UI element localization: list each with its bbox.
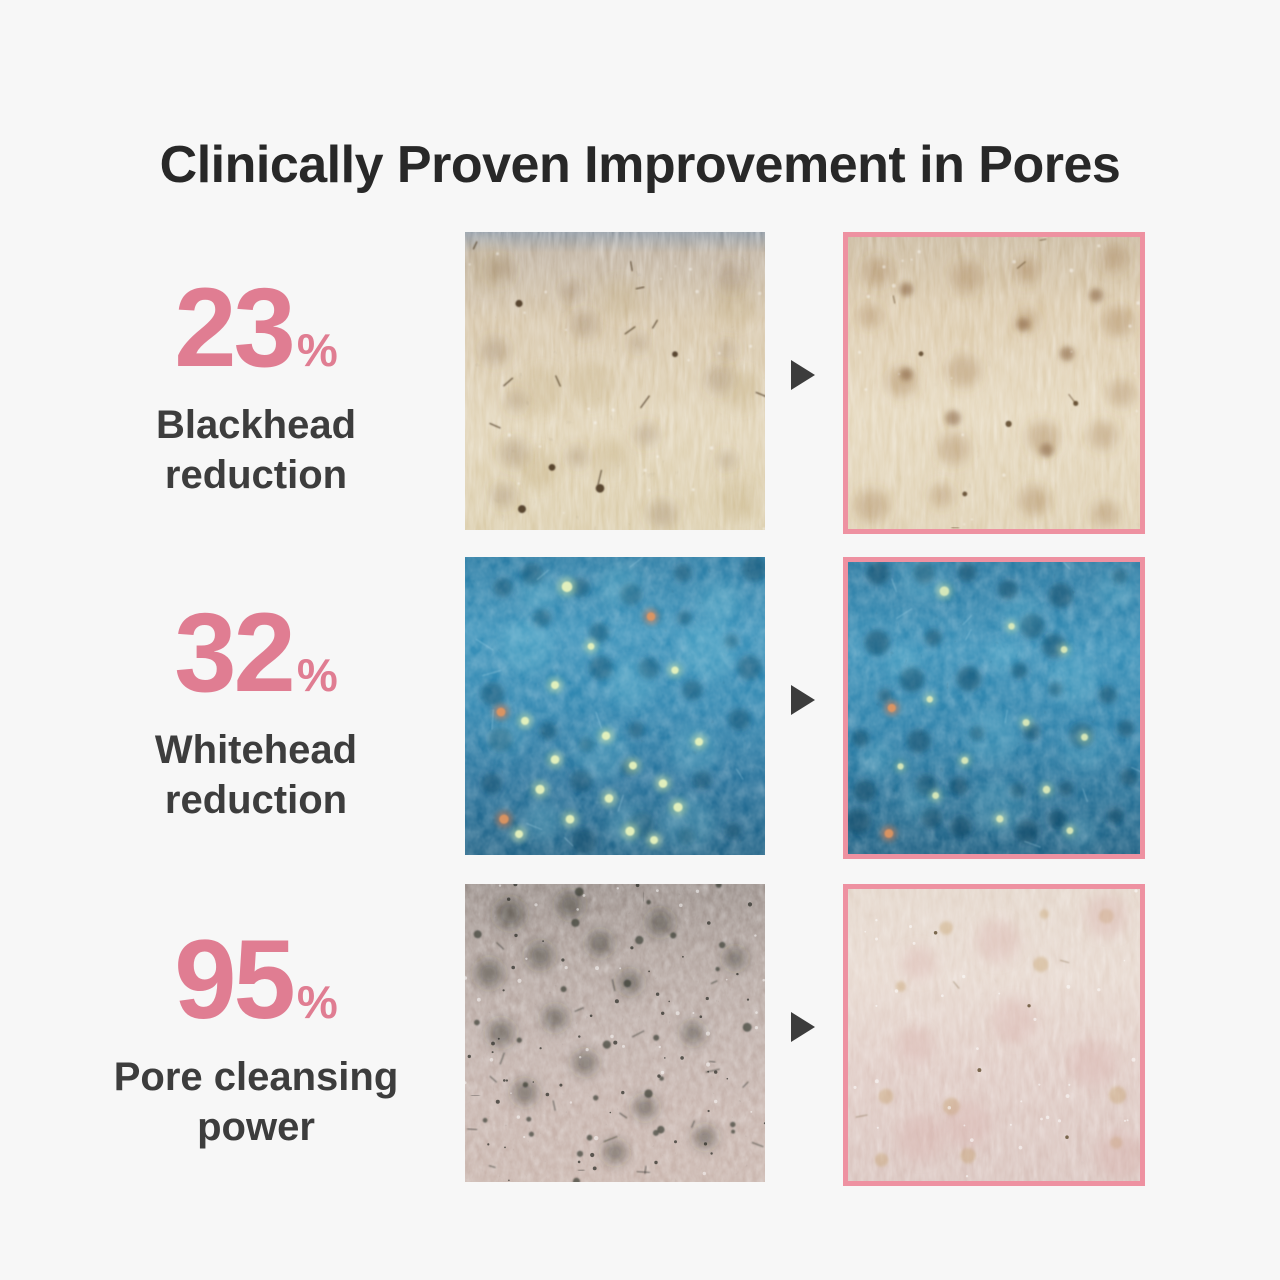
stat-number-text: 95 — [174, 917, 296, 1042]
stat-number-text: 23 — [174, 265, 296, 390]
percent-sign: % — [296, 649, 338, 701]
stat-label-line1: Whitehead — [154, 728, 358, 772]
stat-value: 23% — [60, 272, 452, 384]
stat-label-line2: reduction — [164, 453, 348, 497]
percent-sign: % — [296, 324, 338, 376]
after-photo — [843, 232, 1145, 534]
stat-label-line2: reduction — [164, 778, 348, 822]
comparison-row-blackhead: 23% Blackhead reduction — [0, 232, 1280, 534]
stat-label: Pore cleansing power — [60, 1052, 452, 1152]
before-photo — [465, 557, 765, 855]
arrow-right-icon — [791, 360, 815, 390]
percent-sign: % — [296, 976, 338, 1028]
after-photo — [843, 557, 1145, 859]
stat-value: 32% — [60, 597, 452, 709]
before-photo — [465, 884, 765, 1182]
stat-label: Blackhead reduction — [60, 400, 452, 500]
comparison-row-pore-cleansing: 95% Pore cleansing power — [0, 884, 1280, 1186]
page-title: Clinically Proven Improvement in Pores — [159, 135, 1121, 194]
stat-label-line2: power — [197, 1105, 315, 1149]
arrow-right-icon — [791, 685, 815, 715]
stat-label: Whitehead reduction — [60, 725, 452, 825]
arrow-right-icon — [791, 1012, 815, 1042]
stat-label-line1: Pore cleansing — [113, 1055, 399, 1099]
stat-label-line1: Blackhead — [155, 403, 357, 447]
stat-block-whitehead: 32% Whitehead reduction — [60, 597, 452, 825]
before-photo — [465, 232, 765, 530]
stat-block-blackhead: 23% Blackhead reduction — [60, 272, 452, 500]
stat-value: 95% — [60, 924, 452, 1036]
comparison-row-whitehead: 32% Whitehead reduction — [0, 557, 1280, 859]
after-photo — [843, 884, 1145, 1186]
stat-block-pore-cleansing: 95% Pore cleansing power — [60, 924, 452, 1152]
stat-number-text: 32 — [174, 590, 296, 715]
